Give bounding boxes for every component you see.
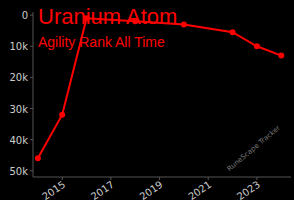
title: Uranium Atom: [38, 4, 177, 29]
x-tick: [208, 177, 209, 180]
point: [254, 43, 260, 49]
point: [181, 21, 187, 27]
point: [230, 29, 236, 35]
point: [59, 112, 65, 118]
x-tick: [159, 177, 160, 180]
y-tick: [30, 15, 33, 16]
x-tick-label: 2015: [40, 179, 67, 200]
y-tick: [30, 139, 33, 140]
y-tick-label: 50k: [9, 166, 28, 177]
x-tick: [256, 177, 257, 180]
y-tick-label: 0: [22, 10, 28, 21]
x-tick-label: 2019: [138, 179, 165, 200]
point: [35, 155, 41, 161]
subtitle: Agility Rank All Time: [38, 34, 165, 50]
plot-area: [35, 15, 284, 161]
y-tick-label: 10k: [9, 41, 28, 52]
y-tick: [30, 46, 33, 47]
y-tick: [30, 170, 33, 171]
y-tick-label: 20k: [9, 72, 28, 83]
y-tick-label: 30k: [9, 104, 28, 115]
x-tick-label: 2021: [186, 179, 213, 200]
x-axis: [33, 177, 291, 178]
watermark: RuneScape Tracker: [226, 124, 282, 173]
y-tick: [30, 108, 33, 109]
x-tick: [62, 177, 63, 180]
series-line: [38, 18, 281, 158]
y-tick-label: 40k: [9, 135, 28, 146]
x-tick-label: 2023: [235, 179, 262, 200]
point: [278, 53, 284, 59]
background: [0, 0, 294, 200]
y-axis: [33, 12, 34, 177]
y-tick: [30, 77, 33, 78]
x-tick-label: 2017: [89, 179, 116, 200]
chart: 0 10k 20k 30k 40k 50k 2015 2017 2019 2021 2023 Rune…: [0, 0, 294, 200]
x-tick: [110, 177, 111, 180]
